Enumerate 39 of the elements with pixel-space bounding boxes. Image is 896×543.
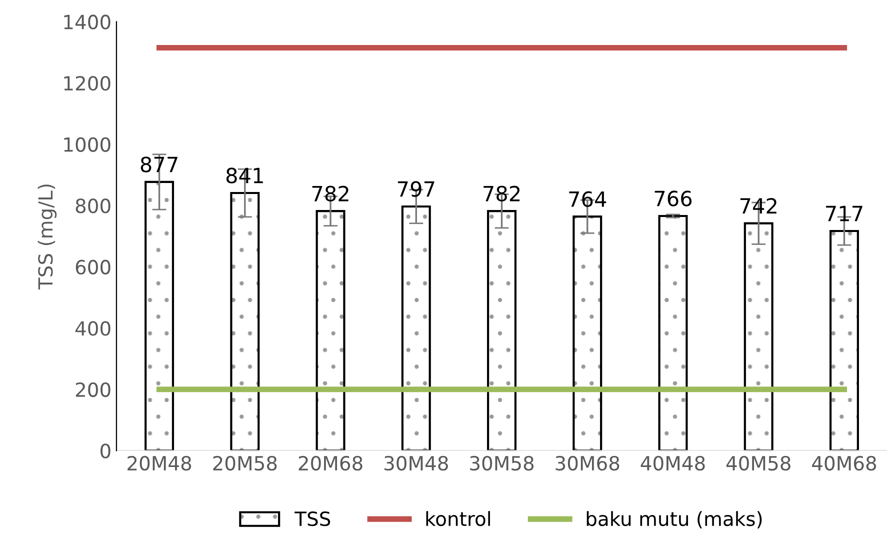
x-tick-label: 40M68 bbox=[812, 456, 876, 471]
x-tick-label: 20M68 bbox=[298, 456, 362, 471]
bar bbox=[230, 192, 260, 451]
bar bbox=[487, 210, 517, 451]
legend-label: TSS bbox=[294, 511, 330, 526]
data-label: 742 bbox=[740, 198, 776, 214]
x-tick-label: 40M48 bbox=[640, 456, 705, 471]
bar bbox=[316, 210, 346, 451]
bar bbox=[744, 222, 774, 451]
y-tick-label: 1000 bbox=[64, 137, 110, 152]
data-label: 841 bbox=[226, 168, 263, 184]
bar bbox=[401, 205, 431, 451]
y-tick-label: 1200 bbox=[64, 76, 110, 91]
legend-label: baku mutu (maks) bbox=[586, 511, 762, 528]
y-tick-label: 800 bbox=[76, 198, 110, 214]
data-label: 766 bbox=[654, 190, 692, 206]
x-tick-label: 30M58 bbox=[470, 456, 534, 471]
y-tick-label: 200 bbox=[76, 382, 110, 398]
data-label: 764 bbox=[569, 191, 606, 208]
x-tick-label: 20M48 bbox=[128, 456, 192, 471]
data-label: 782 bbox=[484, 186, 520, 202]
data-label: 877 bbox=[140, 156, 178, 172]
bar bbox=[829, 230, 859, 451]
legend-label: kontrol bbox=[426, 511, 490, 526]
bar bbox=[572, 216, 602, 451]
y-axis-title: TSS (mg/L) bbox=[38, 184, 57, 290]
data-label: 797 bbox=[398, 181, 434, 197]
y-tick-label: 600 bbox=[76, 260, 110, 275]
bar bbox=[144, 180, 174, 451]
data-label: 717 bbox=[826, 206, 862, 222]
y-tick-label: 0 bbox=[100, 444, 110, 458]
x-tick-label: 20M58 bbox=[213, 456, 277, 471]
y-tick-label: 1400 bbox=[64, 14, 110, 30]
bar bbox=[658, 214, 688, 451]
data-label: 782 bbox=[312, 186, 348, 202]
x-tick-label: 30M48 bbox=[384, 456, 448, 471]
x-tick-label: 30M68 bbox=[556, 456, 620, 471]
y-tick-label: 400 bbox=[75, 321, 110, 336]
x-tick-label: 40M58 bbox=[726, 456, 790, 471]
